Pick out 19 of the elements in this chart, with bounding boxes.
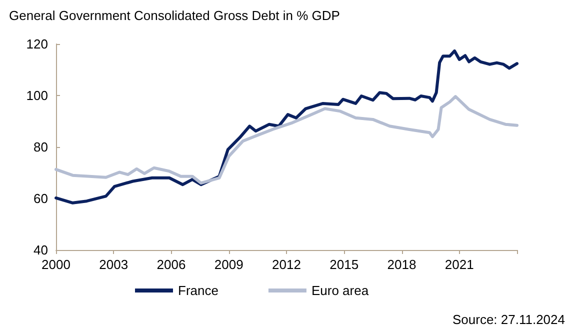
line-series (54, 49, 518, 204)
x-tick-label: 2015 (330, 257, 359, 272)
y-tick-label: 100 (26, 88, 48, 103)
legend-label: France (178, 283, 218, 298)
x-tick-label: 2021 (444, 257, 474, 272)
chart-title: General Government Consolidated Gross Debt in % GDP (9, 8, 340, 23)
x-tick-label: 2006 (156, 257, 186, 272)
x-tick-label: 2018 (387, 257, 416, 272)
x-tick-label: 2003 (99, 257, 128, 272)
y-tick-label: 60 (34, 191, 48, 206)
y-tick-label: 40 (34, 242, 48, 258)
y-tick-label: 120 (26, 36, 48, 52)
legend-label: Euro area (311, 283, 370, 298)
source-note: Source: 27.11.2024 (452, 312, 566, 327)
line-series (54, 95, 518, 185)
x-tick-label: 2012 (272, 257, 301, 272)
y-tick-label: 80 (34, 140, 48, 154)
x-tick-label: 2009 (214, 257, 244, 272)
x-tick-label: 2000 (42, 257, 70, 272)
